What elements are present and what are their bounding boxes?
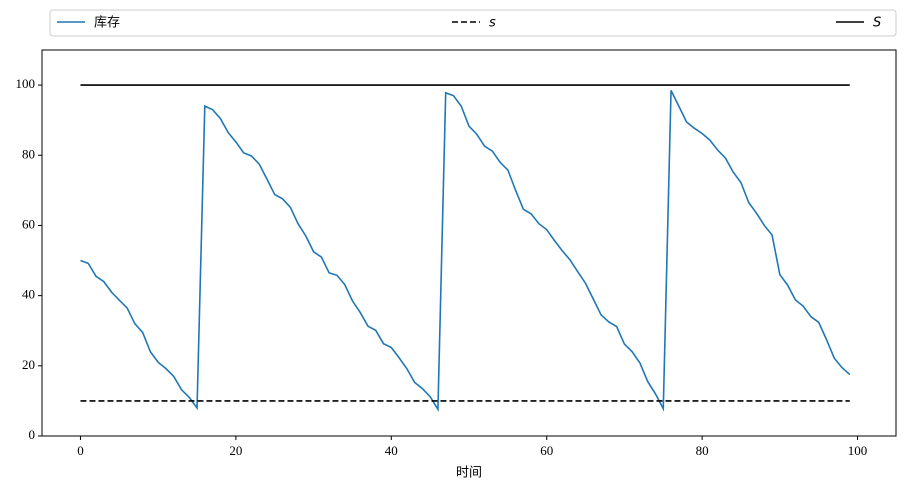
x-tick-label: 60 bbox=[540, 443, 553, 458]
legend-label: S bbox=[873, 16, 881, 31]
y-tick-label: 40 bbox=[22, 287, 35, 302]
x-tick-label: 20 bbox=[229, 443, 242, 458]
legend-box bbox=[49, 9, 897, 37]
y-tick-label: 20 bbox=[22, 357, 35, 372]
y-tick-label: 0 bbox=[29, 427, 36, 442]
x-tick-label: 100 bbox=[848, 443, 868, 458]
x-axis-label: 时间 bbox=[456, 466, 482, 481]
y-tick-label: 60 bbox=[22, 216, 35, 231]
series-line bbox=[80, 90, 851, 413]
x-tick-label: 40 bbox=[385, 443, 398, 458]
plot-frame bbox=[41, 49, 897, 437]
legend-label: 库存 bbox=[94, 15, 120, 31]
x-tick-label: 80 bbox=[696, 443, 709, 458]
x-tick-label: 0 bbox=[77, 443, 84, 458]
legend-label: s bbox=[489, 16, 496, 31]
y-tick-label: 80 bbox=[22, 146, 35, 161]
y-tick-label: 100 bbox=[16, 76, 36, 91]
